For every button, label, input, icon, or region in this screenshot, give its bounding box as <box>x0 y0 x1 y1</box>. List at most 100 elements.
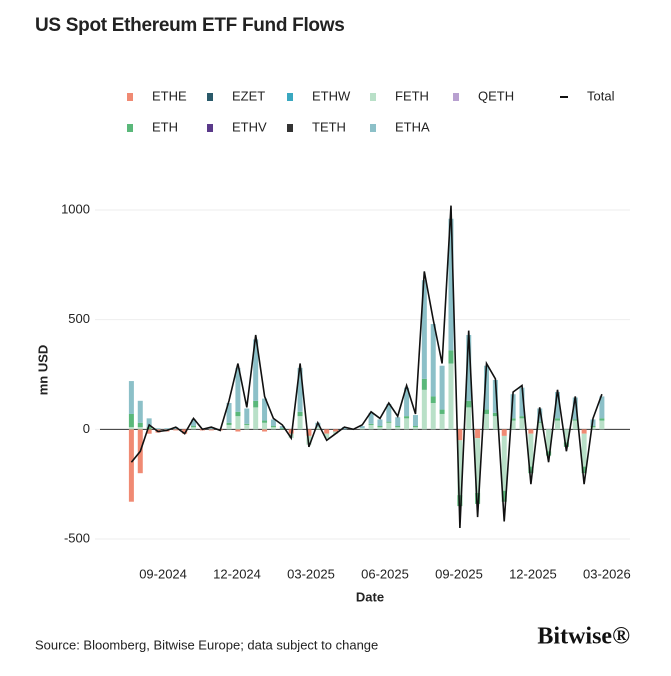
legend-label: TETH <box>312 119 346 134</box>
bar <box>395 426 401 428</box>
bar <box>270 426 276 428</box>
legend-label: EZET <box>232 88 265 103</box>
x-tick-label: 12-2024 <box>213 566 261 581</box>
bar <box>253 407 259 430</box>
bar <box>262 429 268 432</box>
bar <box>386 421 392 423</box>
bar <box>546 451 552 456</box>
bar <box>501 435 507 491</box>
legend-swatch <box>207 93 213 101</box>
bar <box>270 419 276 427</box>
bar <box>128 429 134 502</box>
legend-swatch <box>370 124 376 132</box>
bar <box>439 365 445 410</box>
bar <box>519 387 525 417</box>
bar <box>519 416 525 419</box>
bar <box>510 420 516 430</box>
y-tick-label: 1000 <box>61 201 90 216</box>
bar <box>555 418 561 421</box>
bar <box>262 422 268 430</box>
x-tick-label: 09-2025 <box>435 566 483 581</box>
legend-label: Total <box>587 88 615 103</box>
total-line <box>130 205 603 529</box>
bar <box>563 429 569 443</box>
bar <box>164 428 170 430</box>
bar <box>368 412 374 424</box>
bar <box>270 427 276 430</box>
logo: Bitwise® <box>537 624 630 650</box>
bar <box>439 409 445 414</box>
bar <box>581 433 587 467</box>
bar <box>555 392 561 419</box>
legend-label: ETHV <box>232 119 267 134</box>
bar <box>244 408 250 424</box>
bar <box>244 424 250 430</box>
x-axis-label: Date <box>356 589 384 604</box>
bar <box>572 419 578 421</box>
bar <box>412 427 418 430</box>
bar <box>439 413 445 430</box>
bar <box>341 427 347 430</box>
bar <box>599 420 605 430</box>
y-tick-label: 500 <box>68 311 90 326</box>
x-tick-label: 03-2025 <box>287 566 335 581</box>
bar <box>146 418 152 428</box>
bar <box>483 409 489 414</box>
bar <box>519 418 525 430</box>
chart-title: US Spot Ethereum ETF Fund Flows <box>35 15 344 36</box>
bar <box>253 400 259 408</box>
bar <box>377 426 383 428</box>
bar <box>448 218 454 351</box>
bar <box>253 339 259 401</box>
bar <box>546 429 552 452</box>
bar <box>297 411 303 417</box>
bar <box>173 429 179 431</box>
bar <box>395 427 401 430</box>
bar <box>262 420 268 423</box>
bar <box>404 387 410 417</box>
bar <box>412 426 418 428</box>
bar <box>475 429 481 439</box>
bar <box>137 400 143 423</box>
x-tick-label: 06-2025 <box>361 566 409 581</box>
bar <box>590 427 596 430</box>
legend-swatch <box>370 93 376 101</box>
bar <box>404 418 410 430</box>
bar <box>528 466 534 474</box>
bar <box>377 427 383 430</box>
bar <box>226 403 232 423</box>
bar <box>146 427 152 430</box>
legend-label: FETH <box>395 88 429 103</box>
bar <box>599 396 605 419</box>
bar <box>421 378 427 390</box>
bar <box>537 422 543 430</box>
bar <box>226 424 232 430</box>
x-tick-label: 09-2024 <box>139 566 187 581</box>
bar <box>297 367 303 412</box>
bar <box>377 419 383 427</box>
bar <box>128 381 134 414</box>
bar <box>146 429 152 434</box>
legend-swatch <box>287 124 293 132</box>
bar <box>333 431 339 434</box>
bar <box>191 426 197 428</box>
bar <box>599 418 605 421</box>
bar <box>492 412 498 417</box>
y-axis-label: mn USD <box>35 345 50 396</box>
bar <box>404 416 410 419</box>
bar <box>306 429 312 436</box>
bar <box>492 379 498 413</box>
bar <box>226 422 232 425</box>
bar <box>137 422 143 428</box>
bar <box>359 428 365 430</box>
bar <box>457 429 463 441</box>
bar <box>492 416 498 430</box>
bar <box>279 426 285 429</box>
bar <box>466 335 472 401</box>
bar <box>475 492 481 504</box>
bar <box>457 440 463 496</box>
bar <box>572 397 578 420</box>
legend-label: ETHE <box>152 88 187 103</box>
bar <box>448 350 454 364</box>
bar <box>368 423 374 425</box>
